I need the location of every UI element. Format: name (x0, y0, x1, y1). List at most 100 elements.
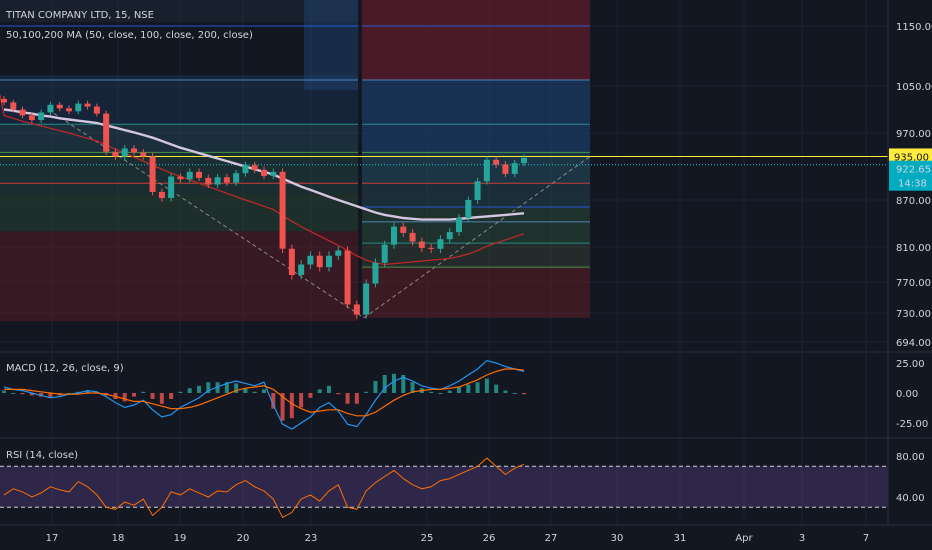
macd-hist-27 (252, 391, 257, 393)
macd-hist-42 (392, 373, 396, 393)
fib-zones (0, 0, 888, 322)
macd-hist-32 (299, 393, 304, 408)
candle-body-16 (149, 156, 156, 192)
macd-hist-41 (382, 375, 387, 393)
fib-zone-band (304, 0, 358, 90)
macd-hist-25 (234, 383, 239, 393)
candle-body-10 (93, 106, 100, 114)
candle-body-18 (168, 176, 175, 198)
macd-hist-38 (354, 393, 359, 404)
macd-hist-29 (271, 393, 276, 409)
ma-50-line (0, 94, 525, 266)
time-tick-4: 23 (305, 533, 318, 544)
macd-signal-line (4, 368, 525, 417)
candle-body-25 (233, 173, 240, 183)
candle-body-13 (121, 148, 128, 157)
candle-body-55 (511, 163, 518, 174)
candle-body-15 (140, 152, 147, 157)
time-tick-8: 30 (611, 533, 624, 544)
rsi-tick-0: 80.00 (896, 452, 925, 463)
price-tick-0: 1150.00 (896, 22, 932, 33)
time-tick-7: 27 (545, 533, 558, 544)
candle-body-30 (279, 171, 286, 249)
candle-body-29 (270, 171, 277, 176)
macd-pane (0, 351, 932, 439)
candle-body-28 (261, 169, 267, 176)
candle-body-42 (391, 226, 397, 245)
macd-hist-54 (503, 390, 508, 393)
rsi-legend: RSI (14, close) (6, 450, 78, 461)
macd-hist-3 (29, 393, 34, 396)
candle-body-34 (316, 255, 323, 268)
macd-hist-44 (410, 382, 415, 393)
price-tick-1: 1050.00 (896, 82, 932, 93)
macd-hist-49 (457, 387, 461, 393)
macd-hist-46 (429, 391, 434, 393)
time-tick-10: Apr (735, 533, 753, 544)
time-tick-1: 18 (112, 533, 125, 544)
current-price-label: 922.65 (896, 165, 931, 176)
price-tick-7: 694.00 (896, 338, 931, 349)
current-price-tag (889, 160, 932, 191)
candle-body-45 (418, 241, 425, 248)
macd-hist-19 (178, 391, 183, 393)
countdown-label: 14:38 (898, 179, 927, 190)
macd-hist-56 (522, 393, 526, 395)
rsi-band (0, 466, 888, 508)
time-tick-12: 7 (863, 533, 869, 544)
macd-hist-26 (243, 388, 248, 393)
macd-hist-13 (122, 393, 127, 402)
candle-body-43 (400, 226, 407, 233)
macd-hist-55 (512, 393, 517, 394)
macd-hist-50 (466, 384, 471, 393)
time-tick-6: 26 (483, 533, 496, 544)
fib-zone-left-top (0, 0, 358, 22)
candle-body-31 (288, 248, 295, 275)
macd-hist-51 (475, 382, 480, 393)
macd-hist-15 (141, 391, 146, 393)
candle-body-8 (75, 103, 82, 112)
macd-hist-17 (159, 393, 164, 404)
macd-hist-52 (484, 378, 489, 393)
macd-hist-40 (373, 381, 378, 393)
macd-hist-30 (280, 393, 285, 421)
macd-hist-14 (132, 393, 136, 397)
last-price-tag (889, 148, 932, 165)
macd-hist-16 (150, 393, 155, 399)
fib-zone-right-top (362, 0, 590, 80)
candle-body-14 (131, 148, 137, 153)
fib-zone-right-b (362, 152, 590, 184)
candle-body-21 (196, 171, 202, 178)
candle-body-52 (483, 159, 490, 182)
macd-hist-47 (438, 393, 443, 394)
macd-hist-35 (327, 385, 331, 393)
trendline-up (363, 156, 591, 319)
macd-hist-28 (262, 389, 266, 393)
candle-body-11 (103, 113, 110, 152)
candle-body-19 (177, 176, 184, 180)
macd-hist-53 (494, 384, 499, 393)
candle-body-2 (19, 109, 26, 116)
candle-body-0 (1, 98, 7, 103)
macd-hist-9 (85, 390, 90, 393)
candle-body-41 (381, 244, 388, 263)
macd-hist-0 (2, 390, 6, 393)
fib-zone-left-d (0, 193, 358, 232)
macd-hist-20 (187, 388, 192, 393)
ma-legend: 50,100,200 MA (50, close, 100, close, 20… (6, 30, 253, 41)
candle-body-56 (521, 157, 527, 164)
macd-hist-36 (336, 393, 341, 395)
candle-body-49 (456, 218, 462, 233)
fib-zone-right-a (362, 80, 590, 153)
fib-zone-right-f (362, 267, 590, 318)
time-tick-2: 19 (174, 533, 187, 544)
candle-body-37 (344, 250, 351, 305)
time-tick-0: 17 (46, 533, 59, 544)
candle-body-7 (66, 108, 72, 112)
price-tick-6: 730.00 (896, 309, 931, 320)
macd-hist-18 (169, 393, 174, 399)
candle-body-24 (223, 177, 230, 183)
candle-body-53 (493, 159, 500, 165)
